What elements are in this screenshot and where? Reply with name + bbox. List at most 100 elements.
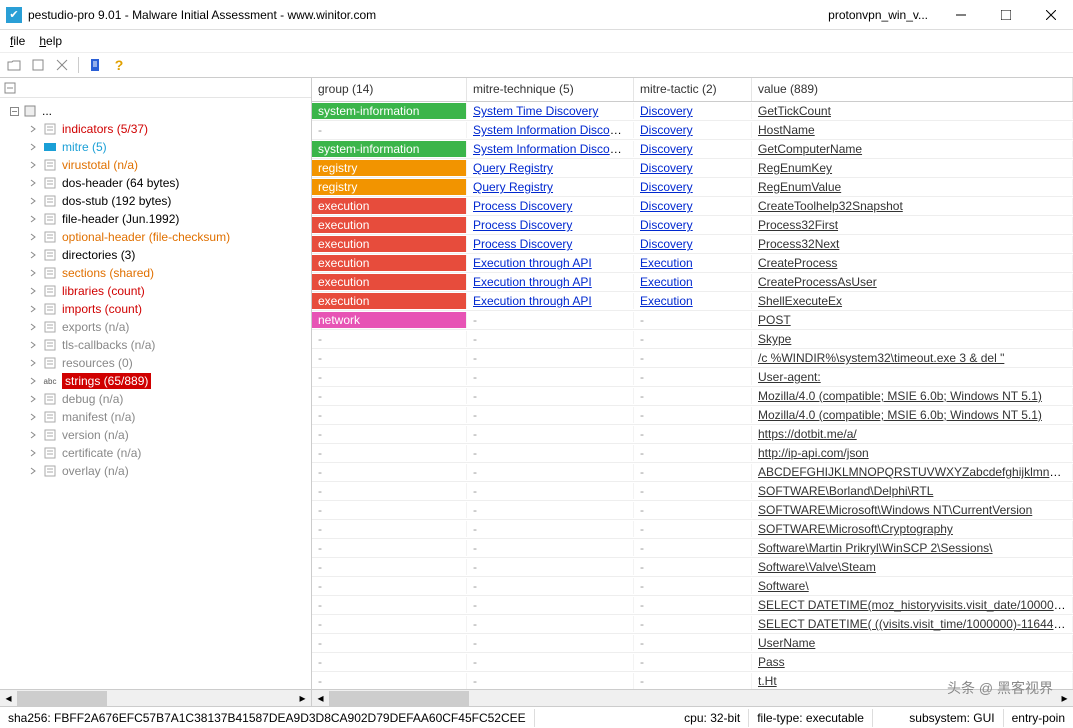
cell-value[interactable]: http://ip-api.com/json bbox=[752, 445, 1073, 461]
cell-value[interactable]: SELECT DATETIME( ((visits.visit_time/100… bbox=[752, 616, 1073, 632]
cell-technique[interactable]: Execution through API bbox=[467, 274, 634, 290]
cell-technique[interactable]: Query Registry bbox=[467, 160, 634, 176]
table-row[interactable]: executionProcess DiscoveryDiscoveryProce… bbox=[312, 235, 1073, 254]
cell-value[interactable]: RegEnumValue bbox=[752, 179, 1073, 195]
expander-icon[interactable] bbox=[28, 393, 40, 405]
expander-icon[interactable] bbox=[28, 447, 40, 459]
cell-value[interactable]: Software\Valve\Steam bbox=[752, 559, 1073, 575]
scroll-right-icon[interactable]: ▸ bbox=[294, 690, 311, 707]
tree-item[interactable]: file-header (Jun.1992) bbox=[2, 210, 309, 228]
tree-item[interactable]: dos-header (64 bytes) bbox=[2, 174, 309, 192]
cell-tactic[interactable]: Discovery bbox=[634, 198, 752, 214]
cell-value[interactable]: HostName bbox=[752, 122, 1073, 138]
tree-item[interactable]: dos-stub (192 bytes) bbox=[2, 192, 309, 210]
table-row[interactable]: system-informationSystem Information Dis… bbox=[312, 140, 1073, 159]
col-tactic[interactable]: mitre-tactic (2) bbox=[634, 78, 752, 101]
expander-icon[interactable] bbox=[28, 303, 40, 315]
grid-hscroll[interactable]: ◂ ▸ bbox=[312, 689, 1073, 706]
cell-tactic[interactable]: Discovery bbox=[634, 122, 752, 138]
tree-item[interactable]: optional-header (file-checksum) bbox=[2, 228, 309, 246]
table-row[interactable]: ---SELECT DATETIME(moz_historyvisits.vis… bbox=[312, 596, 1073, 615]
table-row[interactable]: ---t.Ht bbox=[312, 672, 1073, 689]
cell-value[interactable]: RegEnumKey bbox=[752, 160, 1073, 176]
tree-body[interactable]: ...indicators (5/37)mitre (5)virustotal … bbox=[0, 98, 311, 689]
cell-tactic[interactable]: Discovery bbox=[634, 141, 752, 157]
cell-tactic[interactable]: Execution bbox=[634, 274, 752, 290]
close-file-icon[interactable] bbox=[30, 57, 46, 73]
expander-icon[interactable] bbox=[28, 375, 40, 387]
tree-hscroll[interactable]: ◂ ▸ bbox=[0, 689, 311, 706]
cell-technique[interactable]: Query Registry bbox=[467, 179, 634, 195]
expander-icon[interactable] bbox=[28, 195, 40, 207]
cell-value[interactable]: CreateProcessAsUser bbox=[752, 274, 1073, 290]
table-row[interactable]: ---https://dotbit.me/a/ bbox=[312, 425, 1073, 444]
tree-item[interactable]: abcstrings (65/889) bbox=[2, 372, 309, 390]
report-icon[interactable] bbox=[87, 57, 103, 73]
table-row[interactable]: -System Information DiscoveryDiscoveryHo… bbox=[312, 121, 1073, 140]
scroll-right-icon[interactable]: ▸ bbox=[1056, 690, 1073, 707]
cell-technique[interactable]: System Information Discovery bbox=[467, 122, 634, 138]
table-row[interactable]: ---http://ip-api.com/json bbox=[312, 444, 1073, 463]
menu-file[interactable]: file bbox=[6, 32, 29, 50]
tree-item[interactable]: manifest (n/a) bbox=[2, 408, 309, 426]
expander-icon[interactable] bbox=[28, 465, 40, 477]
tree-item[interactable]: resources (0) bbox=[2, 354, 309, 372]
cell-value[interactable]: GetComputerName bbox=[752, 141, 1073, 157]
cell-value[interactable]: Skype bbox=[752, 331, 1073, 347]
cell-value[interactable]: Software\ bbox=[752, 578, 1073, 594]
cell-value[interactable]: CreateProcess bbox=[752, 255, 1073, 271]
cell-value[interactable]: Process32First bbox=[752, 217, 1073, 233]
table-row[interactable]: ---Pass bbox=[312, 653, 1073, 672]
scroll-left-icon[interactable]: ◂ bbox=[0, 690, 17, 707]
col-group[interactable]: group (14) bbox=[312, 78, 467, 101]
table-row[interactable]: ---SOFTWARE\Microsoft\Cryptography bbox=[312, 520, 1073, 539]
tree-item[interactable]: imports (count) bbox=[2, 300, 309, 318]
table-row[interactable]: ---SELECT DATETIME( ((visits.visit_time/… bbox=[312, 615, 1073, 634]
cell-value[interactable]: Mozilla/4.0 (compatible; MSIE 6.0b; Wind… bbox=[752, 407, 1073, 423]
table-row[interactable]: executionExecution through APIExecutionC… bbox=[312, 254, 1073, 273]
maximize-button[interactable] bbox=[983, 0, 1028, 30]
expander-icon[interactable] bbox=[28, 231, 40, 243]
tree-item[interactable]: mitre (5) bbox=[2, 138, 309, 156]
table-row[interactable]: registryQuery RegistryDiscoveryRegEnumKe… bbox=[312, 159, 1073, 178]
table-row[interactable]: ---Mozilla/4.0 (compatible; MSIE 6.0b; W… bbox=[312, 406, 1073, 425]
minimize-button[interactable] bbox=[938, 0, 983, 30]
tree-item[interactable]: overlay (n/a) bbox=[2, 462, 309, 480]
delete-icon[interactable] bbox=[54, 57, 70, 73]
cell-tactic[interactable]: Execution bbox=[634, 255, 752, 271]
cell-value[interactable]: UserName bbox=[752, 635, 1073, 651]
menu-help[interactable]: help bbox=[35, 32, 66, 50]
cell-technique[interactable]: Process Discovery bbox=[467, 217, 634, 233]
cell-value[interactable]: SELECT DATETIME(moz_historyvisits.visit_… bbox=[752, 597, 1073, 613]
help-icon[interactable]: ? bbox=[111, 57, 127, 73]
cell-value[interactable]: ABCDEFGHIJKLMNOPQRSTUVWXYZabcdefghijklmn… bbox=[752, 464, 1073, 480]
table-row[interactable]: executionExecution through APIExecutionS… bbox=[312, 292, 1073, 311]
expander-icon[interactable] bbox=[28, 159, 40, 171]
table-row[interactable]: network--POST bbox=[312, 311, 1073, 330]
table-row[interactable]: ---UserName bbox=[312, 634, 1073, 653]
tree-item[interactable]: version (n/a) bbox=[2, 426, 309, 444]
expander-icon[interactable] bbox=[28, 267, 40, 279]
table-row[interactable]: executionProcess DiscoveryDiscoveryCreat… bbox=[312, 197, 1073, 216]
expander-icon[interactable] bbox=[8, 105, 20, 117]
cell-value[interactable]: CreateToolhelp32Snapshot bbox=[752, 198, 1073, 214]
cell-value[interactable]: POST bbox=[752, 312, 1073, 328]
table-row[interactable]: ---SOFTWARE\Borland\Delphi\RTL bbox=[312, 482, 1073, 501]
tree-item[interactable]: certificate (n/a) bbox=[2, 444, 309, 462]
tree-item[interactable]: tls-callbacks (n/a) bbox=[2, 336, 309, 354]
cell-value[interactable]: SOFTWARE\Microsoft\Cryptography bbox=[752, 521, 1073, 537]
cell-value[interactable]: Process32Next bbox=[752, 236, 1073, 252]
grid-body[interactable]: system-informationSystem Time DiscoveryD… bbox=[312, 102, 1073, 689]
cell-technique[interactable]: Process Discovery bbox=[467, 198, 634, 214]
table-row[interactable]: registryQuery RegistryDiscoveryRegEnumVa… bbox=[312, 178, 1073, 197]
cell-tactic[interactable]: Discovery bbox=[634, 179, 752, 195]
cell-technique[interactable]: Process Discovery bbox=[467, 236, 634, 252]
expander-icon[interactable] bbox=[28, 357, 40, 369]
expander-icon[interactable] bbox=[28, 285, 40, 297]
table-row[interactable]: ---/c %WINDIR%\system32\timeout.exe 3 & … bbox=[312, 349, 1073, 368]
cell-tactic[interactable]: Execution bbox=[634, 293, 752, 309]
cell-value[interactable]: ShellExecuteEx bbox=[752, 293, 1073, 309]
tree-item[interactable]: debug (n/a) bbox=[2, 390, 309, 408]
cell-tactic[interactable]: Discovery bbox=[634, 160, 752, 176]
tree-item[interactable]: indicators (5/37) bbox=[2, 120, 309, 138]
